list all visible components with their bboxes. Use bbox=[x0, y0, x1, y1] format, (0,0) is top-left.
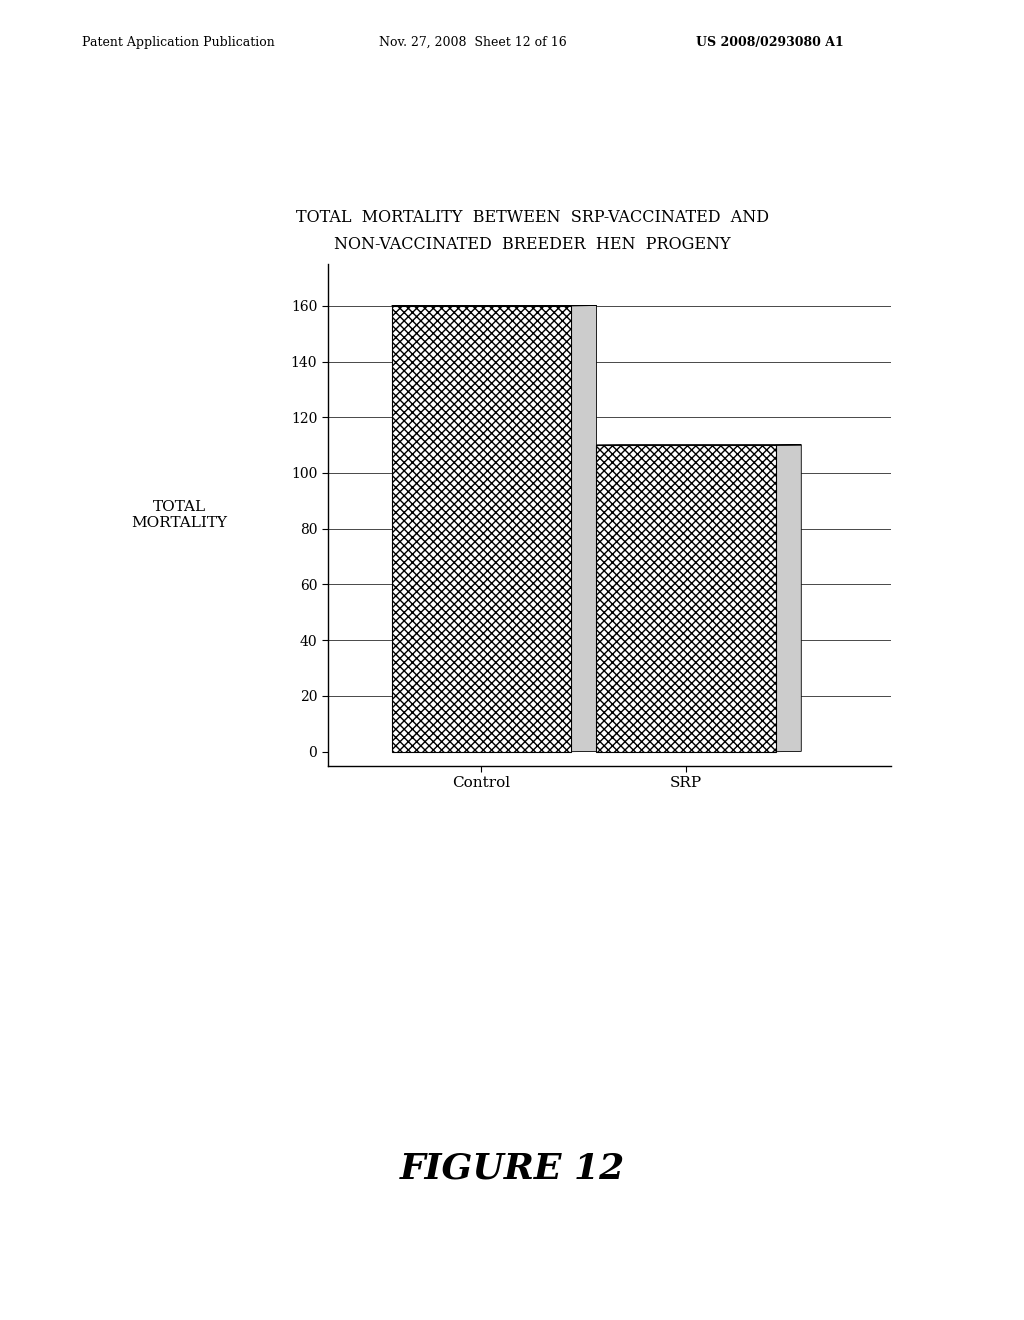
Bar bbox=[596, 445, 776, 751]
Text: FIGURE 12: FIGURE 12 bbox=[399, 1151, 625, 1185]
Text: US 2008/0293080 A1: US 2008/0293080 A1 bbox=[696, 36, 844, 49]
Text: TOTAL
MORTALITY: TOTAL MORTALITY bbox=[131, 500, 227, 529]
Text: TOTAL  MORTALITY  BETWEEN  SRP-VACCINATED  AND: TOTAL MORTALITY BETWEEN SRP-VACCINATED A… bbox=[296, 210, 769, 226]
Text: Nov. 27, 2008  Sheet 12 of 16: Nov. 27, 2008 Sheet 12 of 16 bbox=[379, 36, 566, 49]
Polygon shape bbox=[776, 445, 801, 751]
Bar bbox=[391, 306, 571, 751]
Polygon shape bbox=[571, 305, 596, 751]
Text: Patent Application Publication: Patent Application Publication bbox=[82, 36, 274, 49]
Text: NON-VACCINATED  BREEDER  HEN  PROGENY: NON-VACCINATED BREEDER HEN PROGENY bbox=[334, 236, 731, 252]
